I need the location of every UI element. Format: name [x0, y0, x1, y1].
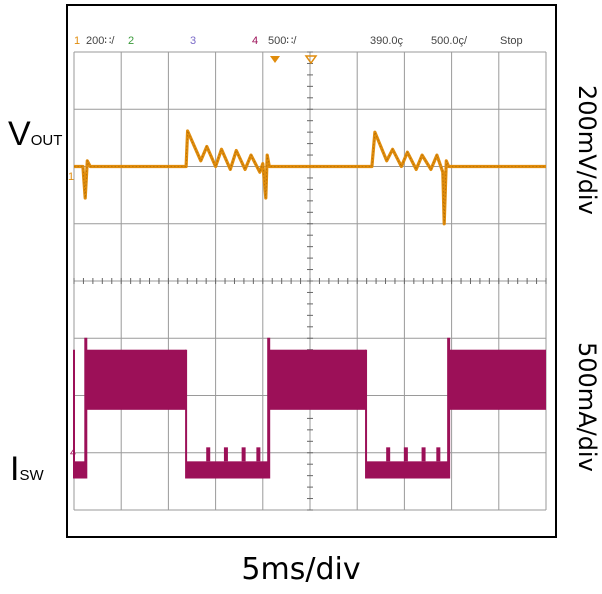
ch2-indicator: 2	[128, 35, 134, 47]
graticule-grid	[73, 51, 547, 511]
isw-label: ISW	[10, 452, 44, 493]
trigger-position-marker	[270, 56, 280, 63]
isw-trace	[73, 337, 546, 479]
isw-scale-label: 500mA/div	[573, 342, 601, 472]
isw-spike	[256, 447, 261, 462]
isw-spike	[241, 447, 246, 462]
isw-off-band	[366, 461, 449, 479]
isw-spike	[421, 447, 426, 462]
isw-spike	[436, 447, 441, 462]
time-division-label: 5ms/div	[241, 552, 361, 587]
isw-on-block	[268, 349, 367, 410]
vout-scale-label: 200mV/div	[573, 85, 601, 215]
ch4-scale-readout: 500∷/	[268, 35, 297, 47]
run-status: Stop	[500, 35, 523, 47]
isw-on-block	[448, 349, 546, 410]
scope-frame	[66, 4, 557, 538]
isw-on-block	[85, 349, 187, 410]
vout-line-noise	[74, 130, 546, 224]
ch4-indicator: 4	[252, 35, 258, 47]
ch3-indicator: 3	[190, 35, 196, 47]
isw-spike	[223, 447, 228, 462]
time-position-readout: 390.0ç	[370, 35, 404, 47]
isw-spike	[386, 447, 391, 462]
isw-off-band	[74, 461, 86, 479]
isw-off-band	[186, 461, 269, 479]
oscilloscope-display: 1 200∷/ 2 3 4 500∷/ 390.0ç 500.0ç/ Stop …	[68, 35, 547, 511]
isw-spike	[206, 447, 211, 462]
isw-label-main: I	[10, 450, 20, 488]
time-reference-marker	[304, 55, 318, 65]
ch1-indicator: 1	[74, 35, 80, 47]
isw-label-sub: SW	[19, 467, 44, 484]
scope-header: 1 200∷/ 2 3 4 500∷/ 390.0ç 500.0ç/ Stop	[74, 35, 523, 47]
vout-label: VOUT	[8, 117, 62, 158]
vout-label-main: V	[8, 115, 31, 153]
isw-spike	[403, 447, 408, 462]
ch1-ground-marker: 1	[68, 171, 74, 183]
vout-trace	[74, 129, 546, 226]
vout-label-sub: OUT	[30, 132, 63, 149]
time-scale-readout: 500.0ç/	[431, 35, 468, 47]
ch1-scale-readout: 200∷/	[86, 35, 115, 47]
